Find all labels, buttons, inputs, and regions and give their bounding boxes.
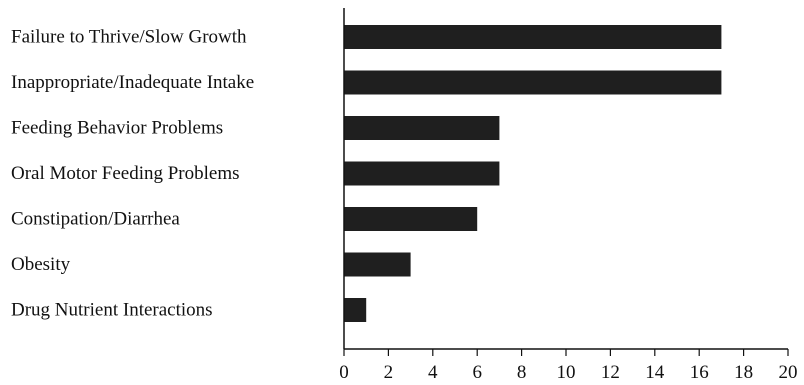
x-tick-label-10: 20 bbox=[779, 362, 798, 383]
bar-5 bbox=[344, 207, 478, 231]
category-label-4: Oral Motor Feeding Problems bbox=[11, 163, 240, 184]
bar-2 bbox=[344, 70, 722, 95]
x-tick-label-2: 4 bbox=[428, 362, 438, 383]
category-label-5: Constipation/Diarrhea bbox=[11, 209, 180, 230]
x-tick-label-4: 8 bbox=[517, 362, 527, 383]
x-tick-label-9: 18 bbox=[734, 362, 753, 383]
category-label-2: Inappropriate/Inadequate Intake bbox=[11, 72, 254, 93]
x-tick-label-3: 6 bbox=[472, 362, 482, 383]
category-label-6: Obesity bbox=[11, 254, 71, 275]
x-tick-label-6: 12 bbox=[601, 362, 620, 383]
x-tick-label-7: 14 bbox=[645, 362, 665, 383]
bar-4 bbox=[344, 161, 500, 186]
x-tick-label-0: 0 bbox=[339, 362, 349, 383]
bar-7 bbox=[344, 298, 367, 322]
bars-group bbox=[344, 25, 722, 322]
category-label-7: Drug Nutrient Interactions bbox=[11, 300, 213, 321]
category-label-1: Failure to Thrive/Slow Growth bbox=[11, 27, 247, 48]
bar-6 bbox=[344, 252, 411, 277]
bar-1 bbox=[344, 25, 722, 49]
x-tick-label-5: 10 bbox=[557, 362, 576, 383]
category-label-3: Feeding Behavior Problems bbox=[11, 118, 223, 139]
x-tick-label-8: 16 bbox=[690, 362, 709, 383]
x-tick-label-1: 2 bbox=[384, 362, 394, 383]
bar-3 bbox=[344, 116, 500, 140]
x-ticks-group: 0 2 4 6 8 10 12 14 16 18 20 bbox=[339, 349, 798, 383]
category-labels-group: Failure to Thrive/Slow Growth Inappropria… bbox=[11, 27, 254, 321]
